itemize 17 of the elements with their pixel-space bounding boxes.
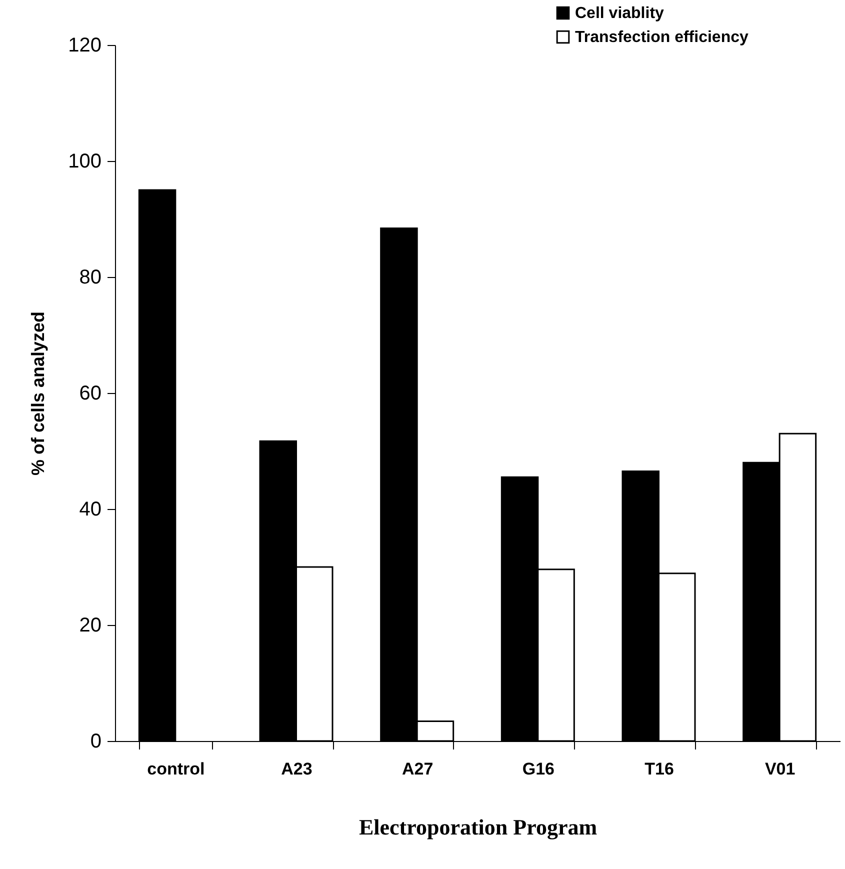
y-tick-label: 100: [68, 150, 102, 172]
y-tick-label: 80: [79, 266, 102, 288]
x-tick-label: V01: [764, 760, 796, 778]
y-axis-title: % of cells analyzed: [28, 311, 48, 476]
x-axis-title: Electroporation Program: [358, 814, 598, 840]
y-tick-label: 20: [79, 614, 102, 636]
y-tick-label: 40: [79, 498, 102, 520]
x-tick-label: control: [147, 760, 205, 778]
x-tick-label: A23: [281, 760, 312, 778]
x-tick-label: G16: [522, 760, 554, 778]
legend-label: Cell viablity: [575, 5, 664, 22]
legend-label: Transfection efficiency: [575, 29, 748, 46]
y-tick-label: 60: [79, 382, 102, 404]
y-tick-label: 120: [68, 34, 102, 56]
x-tick-label: A27: [402, 760, 434, 778]
x-tick-label: T16: [644, 760, 674, 778]
y-tick-label: 0: [90, 730, 102, 752]
